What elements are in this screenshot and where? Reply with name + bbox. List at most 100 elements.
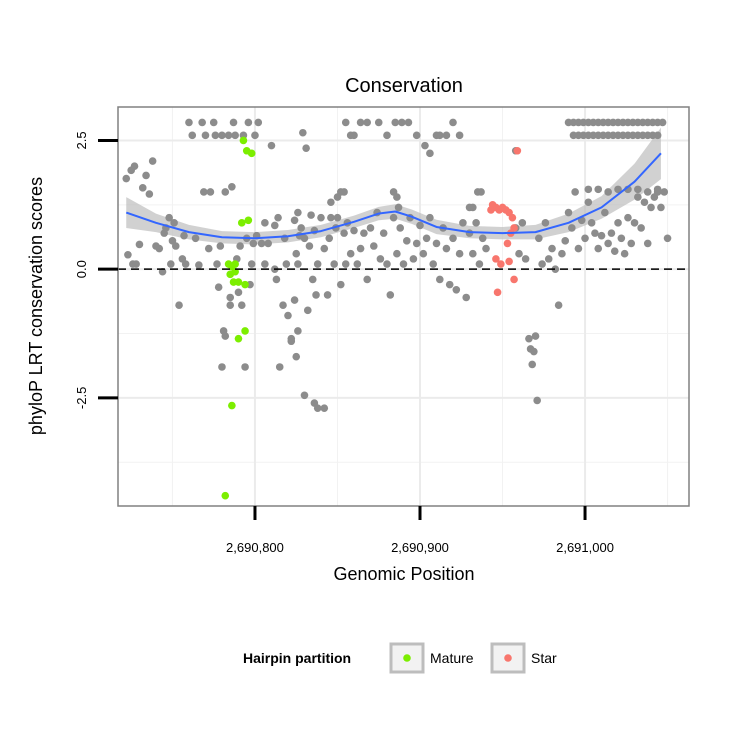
point-other: [350, 226, 358, 235]
point-other: [398, 118, 406, 127]
point-other: [541, 219, 550, 227]
point-other: [561, 237, 570, 245]
point-other: [130, 162, 139, 171]
point-other: [393, 249, 401, 258]
point-mature: [228, 401, 236, 410]
point-other: [218, 131, 226, 140]
point-other: [216, 242, 225, 250]
point-star: [505, 257, 513, 266]
point-mature: [241, 280, 249, 289]
point-other: [325, 234, 334, 243]
point-other: [426, 213, 434, 222]
point-other: [363, 118, 371, 127]
smooth-confidence-ribbon: [126, 127, 661, 245]
point-other: [305, 242, 314, 250]
point-other: [412, 239, 421, 248]
point-other: [445, 280, 454, 289]
point-other: [191, 234, 200, 243]
point-other: [195, 261, 203, 269]
point-other: [237, 301, 246, 310]
point-other: [241, 363, 249, 371]
point-other: [594, 244, 603, 253]
point-other: [518, 219, 527, 227]
point-other: [604, 188, 612, 196]
legend-dot-star: [504, 654, 512, 662]
point-other: [396, 224, 404, 232]
point-other: [303, 306, 312, 315]
point-mature: [241, 327, 249, 335]
point-other: [551, 265, 560, 273]
point-other: [142, 171, 150, 180]
x-tick-label: 2,690,900: [391, 540, 449, 555]
point-mature: [229, 278, 238, 286]
point-other: [604, 239, 612, 248]
point-other: [594, 185, 603, 194]
point-other: [614, 219, 622, 227]
point-other: [640, 198, 649, 207]
point-star: [497, 260, 505, 268]
point-mature: [237, 219, 246, 227]
point-other: [663, 234, 672, 243]
point-mature: [221, 491, 230, 500]
point-other: [213, 260, 221, 268]
point-other: [135, 240, 144, 249]
point-other: [180, 231, 188, 240]
plot-border: [117, 106, 690, 507]
point-other: [356, 244, 365, 253]
point-star: [503, 239, 512, 248]
point-other: [206, 188, 215, 196]
point-other: [218, 363, 226, 371]
point-other: [224, 131, 233, 140]
point-other: [211, 131, 220, 140]
point-other: [442, 131, 451, 140]
point-other: [426, 149, 434, 158]
point-other: [165, 213, 173, 222]
x-tick-label: 2,690,800: [226, 540, 284, 555]
y-axis: -2.5 0.0 2.5: [74, 131, 118, 409]
point-other: [279, 301, 287, 310]
point-other: [155, 244, 164, 253]
point-other: [201, 131, 210, 140]
point-other: [323, 291, 332, 299]
point-other: [181, 260, 190, 268]
point-other: [627, 239, 636, 248]
point-other: [389, 213, 398, 222]
point-other: [432, 239, 441, 248]
point-mature: [231, 260, 239, 268]
point-other: [584, 198, 593, 207]
point-other: [336, 188, 345, 196]
point-other: [475, 260, 484, 268]
point-star: [493, 288, 502, 297]
point-other: [459, 219, 467, 227]
point-other: [647, 203, 655, 212]
point-other: [369, 242, 378, 250]
point-other: [148, 157, 157, 165]
point-other: [531, 332, 540, 340]
point-other: [521, 255, 530, 263]
point-other: [251, 131, 259, 140]
point-other: [122, 174, 131, 183]
point-other: [341, 260, 350, 268]
point-other: [597, 231, 606, 240]
point-other: [292, 352, 301, 361]
point-other: [544, 255, 553, 263]
point-other: [132, 260, 140, 268]
point-other: [200, 188, 208, 196]
point-other: [275, 363, 284, 371]
point-other: [436, 275, 444, 284]
point-other: [533, 396, 541, 405]
point-other: [221, 332, 230, 340]
point-other: [554, 301, 563, 310]
point-other: [478, 234, 487, 243]
point-star: [510, 275, 518, 284]
legend: Hairpin partition Mature Star: [243, 642, 557, 674]
point-other: [376, 255, 385, 263]
point-other: [379, 229, 388, 237]
point-other: [167, 260, 175, 268]
point-other: [581, 234, 589, 243]
point-other: [409, 255, 418, 263]
point-other: [175, 301, 183, 310]
point-other: [353, 260, 362, 268]
point-other: [333, 213, 342, 222]
x-axis-title: Genomic Position: [333, 564, 474, 584]
